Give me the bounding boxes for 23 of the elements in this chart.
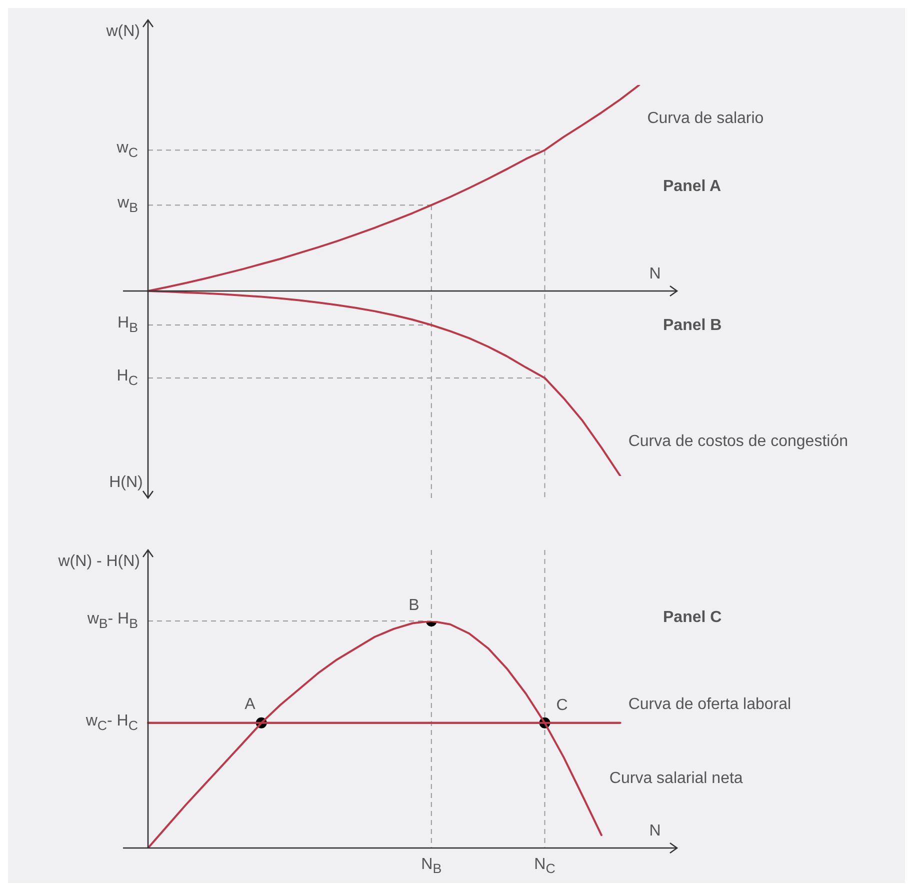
series-label: Curva de salario [647, 110, 764, 128]
annotation: H(N) [109, 474, 143, 492]
annotation: Panel A [663, 178, 722, 196]
annotation: A [244, 696, 256, 714]
annotation: C [556, 697, 568, 715]
text: B [408, 597, 420, 615]
x-tick-label: N$_{C}$ [534, 856, 556, 877]
ref-line-label: H$_{B}$ [118, 314, 138, 336]
series-label: Curva de oferta laboral [628, 696, 792, 714]
x-tick-label: N$_{B}$ [421, 856, 442, 877]
annotation: Panel B [663, 317, 722, 335]
y-axis-title: w(N) - H(N) [58, 553, 140, 571]
ref-line-label: w$_{B}$ [118, 194, 138, 216]
series-label: Curva salarial neta [609, 770, 743, 788]
ref-line-label: w$_{B}$- H$_{B}$ [87, 610, 138, 632]
y-axis-title: w(N) [106, 23, 140, 41]
x-axis-title: N [649, 822, 661, 840]
x-axis-title: N [649, 265, 661, 283]
ref-line-label: H$_{C}$ [116, 368, 138, 388]
series-label: Curva de costos de congestión [628, 433, 848, 451]
annotation: Panel C [663, 609, 722, 627]
ref-line-label: w$_{C}$ [116, 140, 138, 161]
ref-line-label: w$_{C}$- H$_{C}$ [86, 712, 138, 734]
